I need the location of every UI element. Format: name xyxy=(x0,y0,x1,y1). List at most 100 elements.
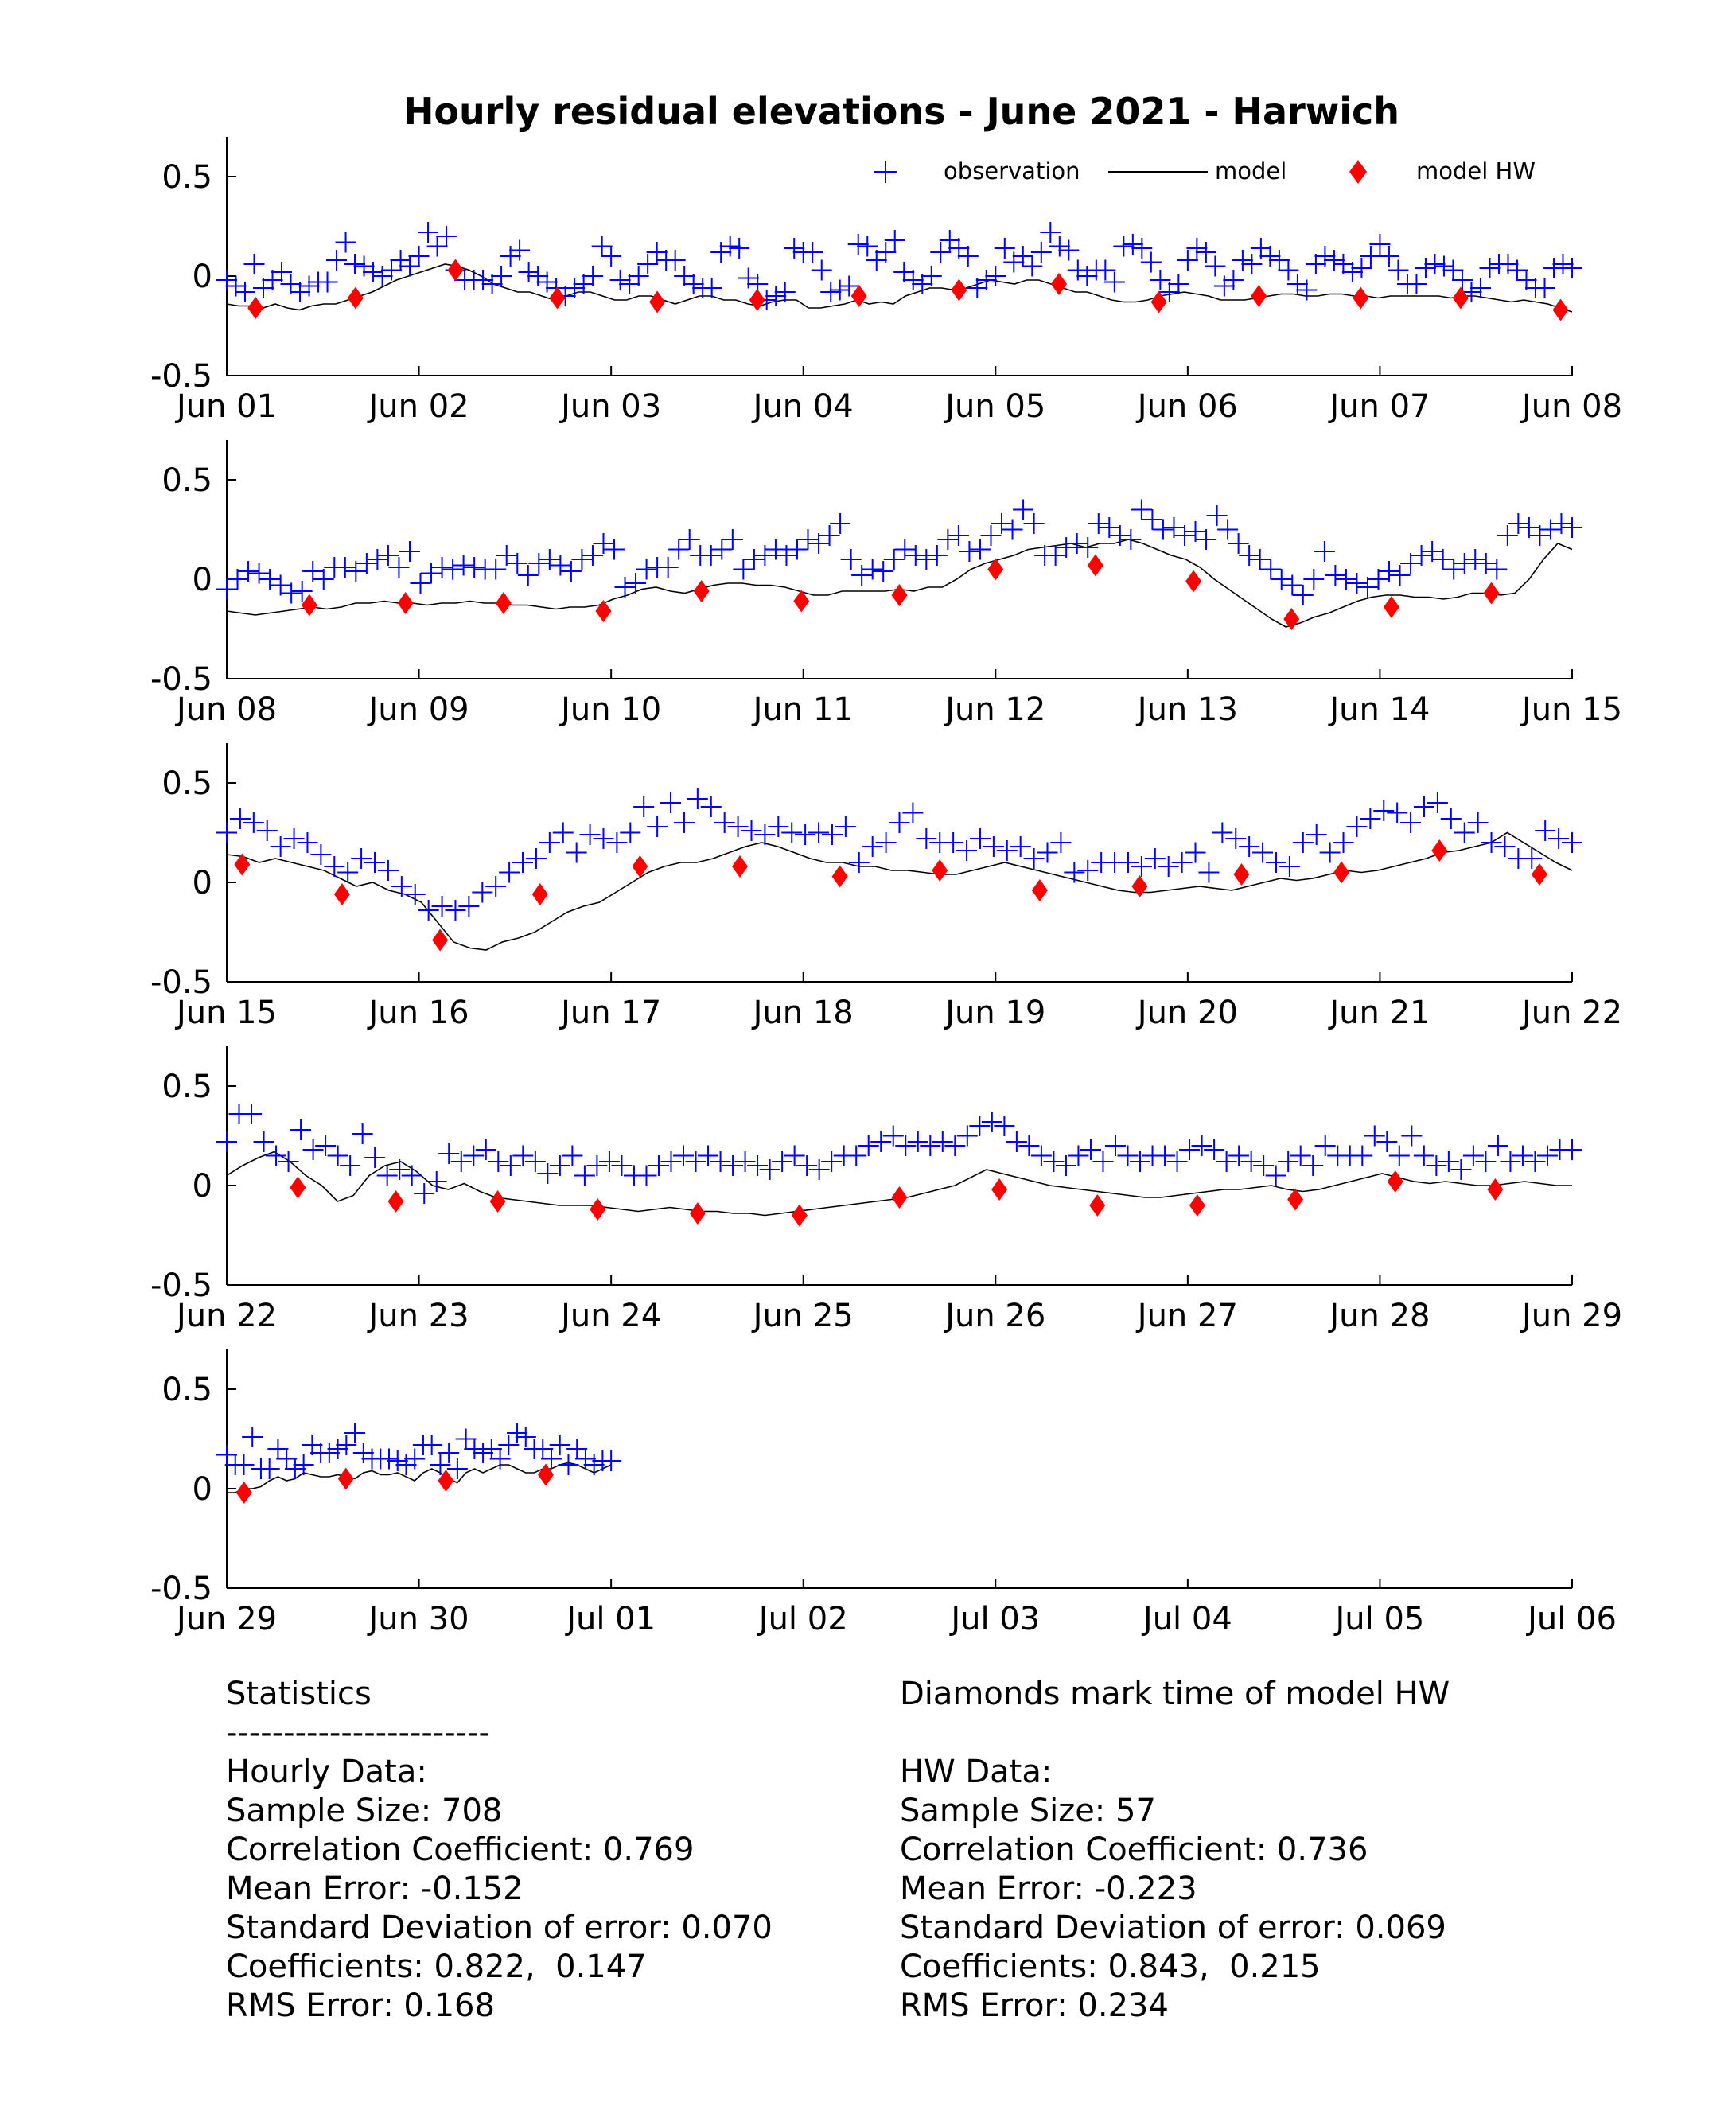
observation-point xyxy=(391,876,412,897)
observation-point xyxy=(1346,816,1368,837)
observation-point xyxy=(1268,250,1290,271)
observation-point xyxy=(1117,1145,1139,1166)
observation-point xyxy=(1150,270,1171,290)
observation-point xyxy=(1185,521,1206,542)
observation-point xyxy=(980,525,1002,546)
observation-point xyxy=(727,816,749,837)
observation-point xyxy=(840,549,862,570)
observation-point xyxy=(242,1427,263,1447)
stats-hourly-line: Hourly Data: xyxy=(226,1754,427,1790)
observation-point xyxy=(344,254,366,274)
observation-point xyxy=(894,539,916,560)
observation-point xyxy=(389,1159,411,1180)
observation-point xyxy=(1206,505,1228,526)
observation-point xyxy=(1064,862,1085,883)
observation-point xyxy=(754,824,776,845)
observation-point xyxy=(1440,808,1462,829)
observation-point xyxy=(1286,274,1308,294)
observation-point xyxy=(390,250,411,271)
observation-point xyxy=(540,1448,562,1470)
observation-point xyxy=(930,242,952,263)
observation-point xyxy=(586,1155,608,1176)
hw-marker xyxy=(337,1467,354,1490)
observation-point xyxy=(387,1450,408,1471)
observation-point xyxy=(418,222,439,243)
stats-hw-line: RMS Error: 0.234 xyxy=(900,1988,1169,2024)
observation-point xyxy=(1279,856,1300,877)
observation-point xyxy=(1379,561,1400,582)
hw-marker xyxy=(347,286,364,310)
legend-hw-label: model HW xyxy=(1416,158,1536,185)
observation-point xyxy=(1050,832,1072,853)
observation-point xyxy=(829,279,850,301)
statistics-hourly: Statistics ----------------------- Hourly … xyxy=(226,1675,773,2026)
observation-point xyxy=(862,836,883,857)
observation-point xyxy=(377,860,399,881)
x-tick-label: Jun 08 xyxy=(174,691,277,728)
observation-point xyxy=(284,1458,306,1479)
observation-point xyxy=(1400,553,1422,574)
observation-point xyxy=(969,1116,991,1136)
observation-point xyxy=(1241,254,1263,274)
observation-point xyxy=(509,239,531,261)
observation-point xyxy=(426,1171,447,1192)
observation-point xyxy=(253,1131,274,1152)
observation-point xyxy=(674,266,695,286)
observation-point xyxy=(1177,250,1198,271)
observation-point xyxy=(1158,282,1180,302)
observation-point xyxy=(256,820,278,841)
hw-marker xyxy=(590,1198,606,1221)
observation-point xyxy=(700,796,722,817)
observation-point xyxy=(1282,574,1303,596)
stats-hourly-line: Sample Size: 708 xyxy=(226,1793,503,1829)
observation-point xyxy=(378,1448,399,1470)
model-line xyxy=(226,263,1573,313)
hw-marker xyxy=(1452,286,1469,310)
observation-point xyxy=(267,1439,289,1459)
observation-point xyxy=(1462,1145,1484,1166)
observation-point xyxy=(337,862,359,883)
observation-point xyxy=(1352,1145,1373,1166)
observation-point xyxy=(664,250,686,271)
hw-marker xyxy=(987,558,1004,581)
observation-point xyxy=(1454,822,1475,843)
observation-point xyxy=(765,539,786,560)
x-tick-label: Jun 18 xyxy=(751,995,854,1031)
observation-point xyxy=(660,1151,682,1172)
hw-marker xyxy=(1087,554,1103,577)
hw-marker xyxy=(693,580,710,602)
observation-point xyxy=(1479,258,1501,278)
observation-point xyxy=(1109,525,1131,546)
y-tick-label: 0.5 xyxy=(162,462,212,499)
stats-hw-line: Mean Error: -0.223 xyxy=(900,1871,1197,1907)
observation-point xyxy=(315,1135,337,1156)
hw-marker xyxy=(1333,861,1350,884)
observation-point xyxy=(1055,1155,1076,1176)
observation-point xyxy=(1223,270,1244,290)
observation-point xyxy=(395,1454,417,1475)
x-tick-label: Jun 10 xyxy=(559,691,661,728)
x-tick-label: Jun 29 xyxy=(1520,1298,1622,1334)
observation-point xyxy=(1494,836,1516,857)
observation-point xyxy=(431,896,453,917)
observation-point xyxy=(364,1147,386,1168)
observation-point xyxy=(473,270,494,290)
observation-point xyxy=(1411,545,1432,566)
observation-point xyxy=(472,882,493,903)
observation-point xyxy=(442,559,464,580)
observation-point xyxy=(414,1183,435,1204)
observation-point xyxy=(227,569,248,590)
y-tick-label: 0.5 xyxy=(162,765,212,802)
observation-point xyxy=(636,1165,657,1186)
x-tick-label: Jun 21 xyxy=(1327,995,1430,1031)
observation-point xyxy=(628,266,649,286)
hw-marker xyxy=(1483,582,1500,605)
observation-point xyxy=(496,545,517,566)
observation-point xyxy=(1154,1145,1176,1166)
observation-point xyxy=(243,812,264,833)
observation-point xyxy=(646,242,668,263)
observation-point xyxy=(1500,1151,1521,1172)
hw-marker xyxy=(649,290,666,313)
observation-point xyxy=(377,545,399,566)
observation-point xyxy=(808,533,830,554)
